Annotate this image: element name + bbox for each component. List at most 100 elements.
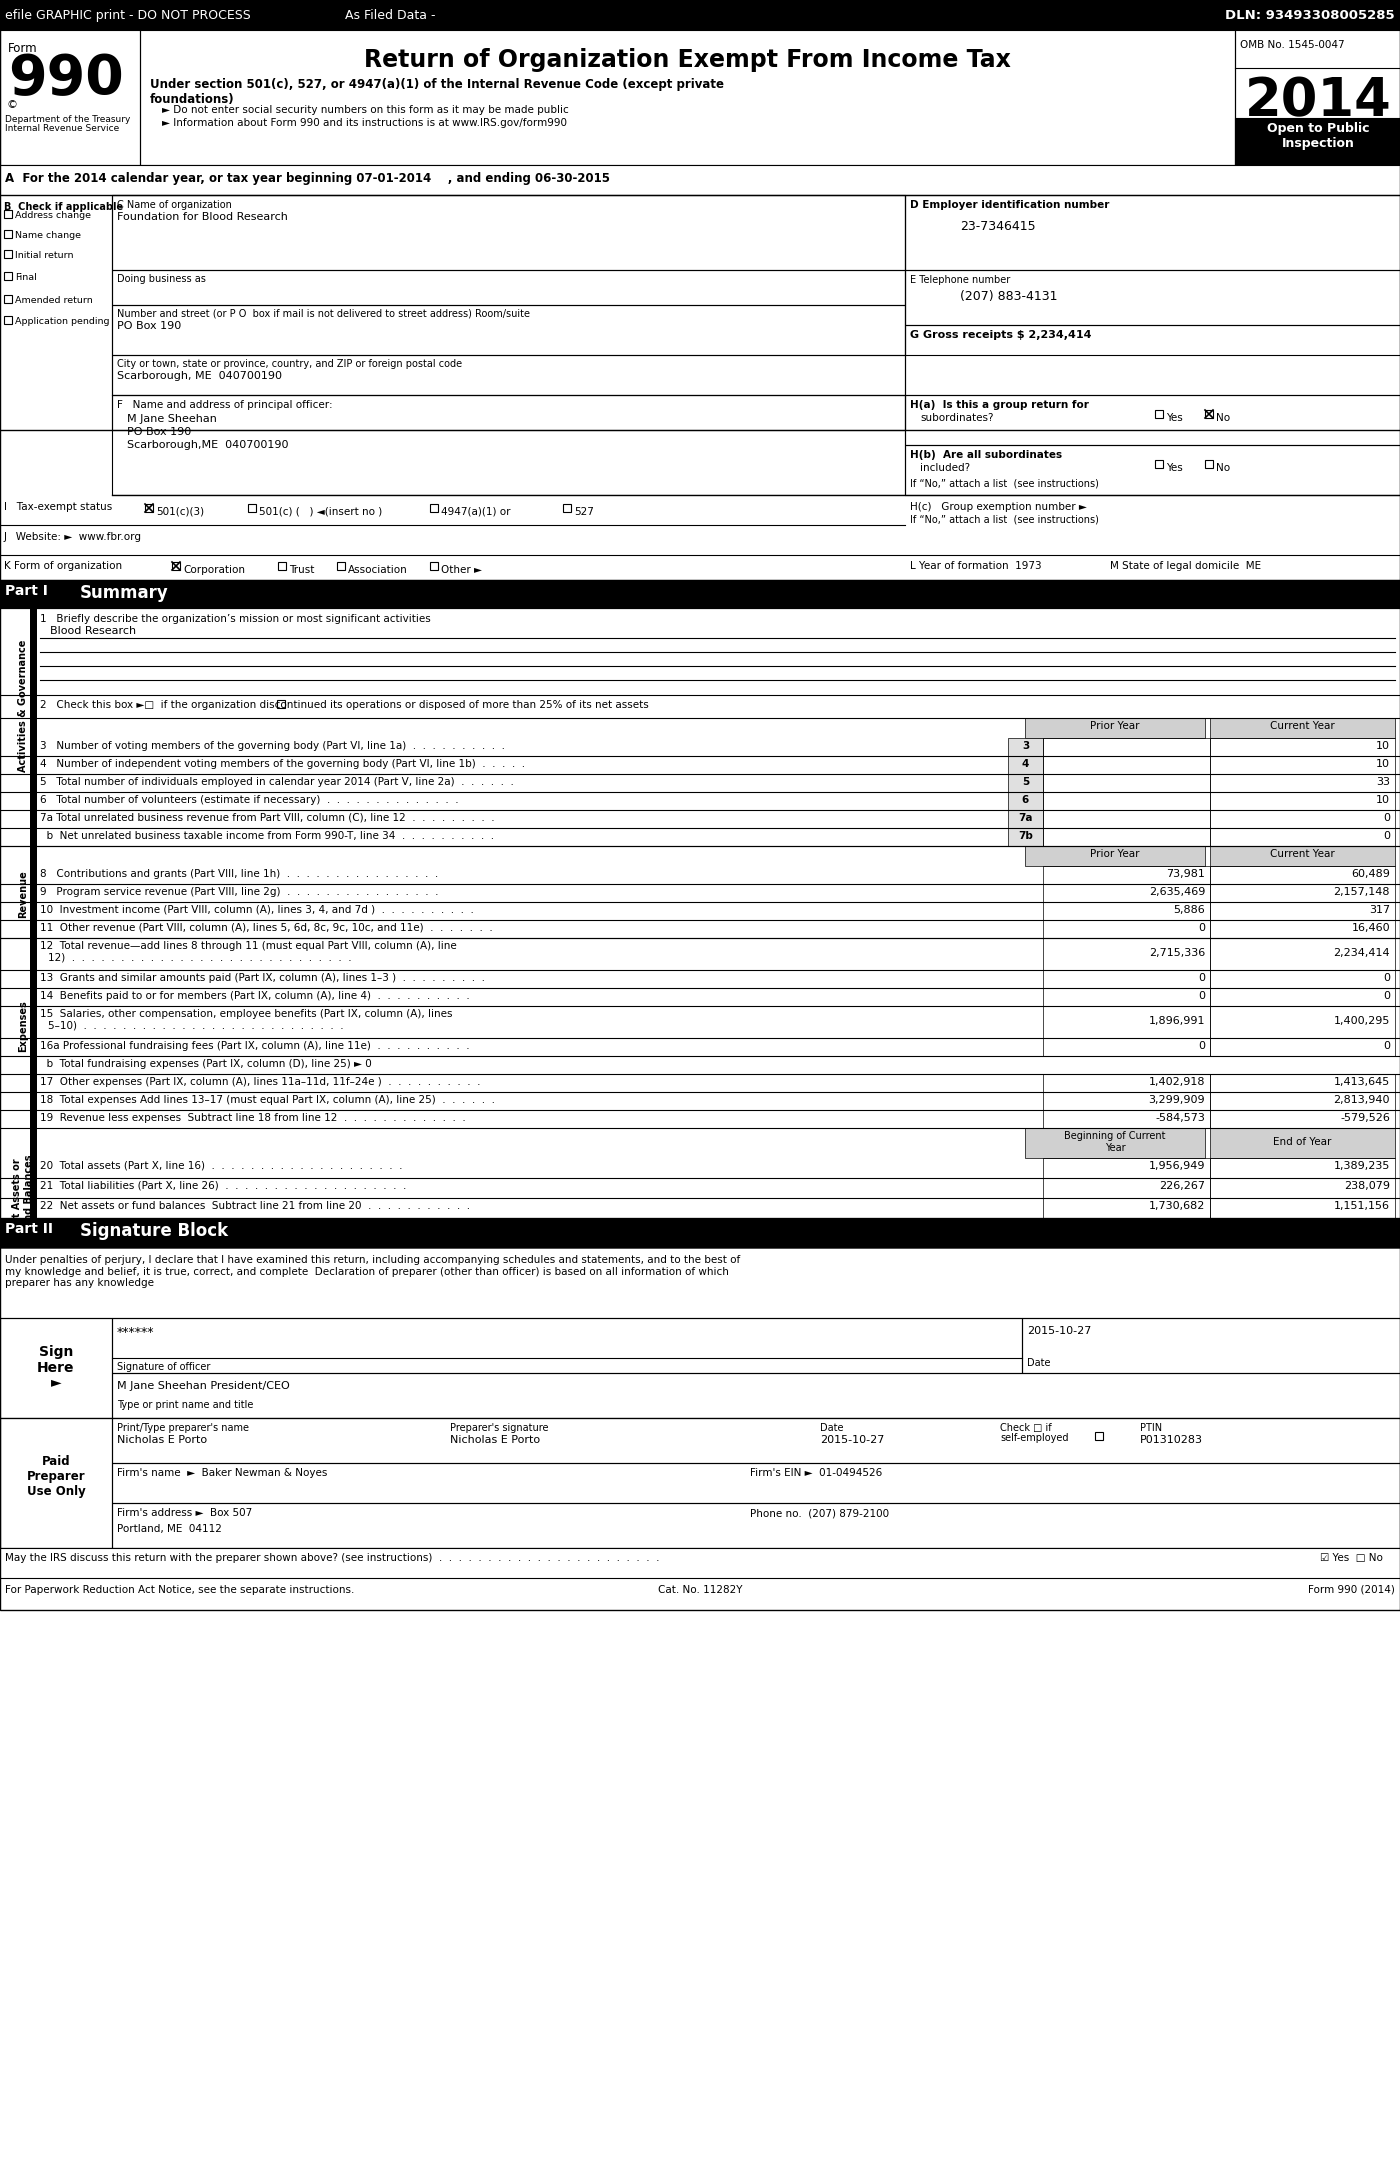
Text: Type or print name and title: Type or print name and title (118, 1400, 253, 1409)
Bar (1043, 988, 1210, 1005)
Bar (1043, 1109, 1210, 1129)
Text: For Paperwork Reduction Act Notice, see the separate instructions.: For Paperwork Reduction Act Notice, see … (6, 1585, 354, 1596)
Text: 5,886: 5,886 (1173, 905, 1205, 914)
Text: 1,402,918: 1,402,918 (1148, 1077, 1205, 1088)
Text: 1,413,645: 1,413,645 (1334, 1077, 1390, 1088)
Text: No: No (1217, 412, 1231, 423)
Bar (1210, 901, 1394, 921)
Bar (1025, 719, 1205, 738)
Text: Print/Type preparer's name: Print/Type preparer's name (118, 1422, 249, 1433)
Bar (1210, 988, 1394, 1005)
Bar (1043, 810, 1210, 827)
Text: 12  Total revenue—add lines 8 through 11 (must equal Part VIII, column (A), line: 12 Total revenue—add lines 8 through 11 … (41, 940, 456, 951)
Text: 2014: 2014 (1245, 76, 1392, 126)
Text: Amended return: Amended return (15, 295, 92, 304)
Bar (248, 504, 256, 512)
Text: 15  Salaries, other compensation, employee benefits (Part IX, column (A), lines: 15 Salaries, other compensation, employe… (41, 1010, 452, 1018)
Bar (1043, 756, 1210, 775)
Text: M State of legal domicile  ME: M State of legal domicile ME (1110, 560, 1261, 571)
Text: Prior Year: Prior Year (1091, 721, 1140, 732)
Text: Beginning of Current
Year: Beginning of Current Year (1064, 1131, 1166, 1153)
Text: 14  Benefits paid to or for members (Part IX, column (A), line 4)  .  .  .  .  .: 14 Benefits paid to or for members (Part… (41, 990, 470, 1001)
Bar (172, 562, 181, 571)
Bar (1210, 938, 1394, 970)
Text: Expenses: Expenses (18, 1001, 28, 1051)
Text: Summary: Summary (80, 584, 169, 601)
Bar (0, 1248, 1400, 1318)
Text: P01310283: P01310283 (1140, 1435, 1203, 1446)
Text: 0: 0 (1198, 923, 1205, 934)
Text: Date: Date (1028, 1359, 1050, 1368)
Bar (1210, 738, 1394, 756)
Text: 1,389,235: 1,389,235 (1334, 1161, 1390, 1170)
Bar (1210, 1005, 1394, 1038)
Text: Department of the Treasury: Department of the Treasury (6, 115, 130, 124)
Text: M Jane Sheehan: M Jane Sheehan (127, 415, 217, 423)
Text: Paid
Preparer
Use Only: Paid Preparer Use Only (27, 1455, 85, 1498)
Text: H(a)  Is this a group return for: H(a) Is this a group return for (910, 399, 1089, 410)
Bar (1043, 866, 1210, 884)
Text: 5–10)  .  .  .  .  .  .  .  .  .  .  .  .  .  .  .  .  .  .  .  .  .  .  .  .  .: 5–10) . . . . . . . . . . . . . . . . . … (48, 1020, 343, 1031)
Bar (1210, 1179, 1394, 1198)
Bar (112, 356, 904, 395)
Text: -584,573: -584,573 (1155, 1114, 1205, 1122)
Text: ► Information about Form 990 and its instructions is at www.IRS.gov/form990: ► Information about Form 990 and its ins… (162, 117, 567, 128)
Bar (1043, 884, 1210, 901)
Text: 19  Revenue less expenses  Subtract line 18 from line 12  .  .  .  .  .  .  .  .: 19 Revenue less expenses Subtract line 1… (41, 1114, 466, 1122)
Text: 23-7346415: 23-7346415 (960, 219, 1036, 232)
Bar (0, 495, 904, 525)
Text: ©: © (7, 100, 18, 111)
Text: ******: ****** (118, 1326, 154, 1340)
Text: 2,635,469: 2,635,469 (1148, 888, 1205, 897)
Bar (1210, 1157, 1394, 1179)
Text: Form 990 (2014): Form 990 (2014) (1308, 1585, 1394, 1596)
Bar (0, 1548, 1400, 1578)
Text: ☑ Yes  □ No: ☑ Yes □ No (1320, 1552, 1383, 1563)
Text: Final: Final (15, 274, 36, 282)
Text: 17  Other expenses (Part IX, column (A), lines 11a–11d, 11f–24e )  .  .  .  .  .: 17 Other expenses (Part IX, column (A), … (41, 1077, 480, 1088)
Bar (279, 562, 286, 571)
Bar (1210, 775, 1394, 792)
Bar (1025, 1129, 1205, 1157)
Text: Return of Organization Exempt From Income Tax: Return of Organization Exempt From Incom… (364, 48, 1011, 72)
Text: 6: 6 (1022, 795, 1029, 805)
Text: 2,813,940: 2,813,940 (1333, 1094, 1390, 1105)
Text: 12)  .  .  .  .  .  .  .  .  .  .  .  .  .  .  .  .  .  .  .  .  .  .  .  .  .  : 12) . . . . . . . . . . . . . . . . . . … (48, 953, 351, 964)
Text: efile GRAPHIC print - DO NOT PROCESS: efile GRAPHIC print - DO NOT PROCESS (6, 9, 251, 22)
Text: Sign
Here: Sign Here (38, 1346, 74, 1374)
Text: 73,981: 73,981 (1166, 868, 1205, 879)
Text: If “No,” attach a list  (see instructions): If “No,” attach a list (see instructions… (910, 478, 1099, 488)
Bar (1210, 1092, 1394, 1109)
Text: C Name of organization: C Name of organization (118, 200, 232, 211)
Bar (0, 580, 1400, 608)
Text: 2   Check this box ►□  if the organization discontinued its operations or dispos: 2 Check this box ►□ if the organization … (41, 699, 648, 710)
Text: PO Box 190: PO Box 190 (127, 428, 192, 436)
Bar (1235, 30, 1400, 165)
Text: ►: ► (50, 1374, 62, 1389)
Text: Yes: Yes (1166, 412, 1183, 423)
Text: 2,234,414: 2,234,414 (1333, 949, 1390, 957)
Text: H(b)  Are all subordinates: H(b) Are all subordinates (910, 449, 1063, 460)
Bar (1043, 1092, 1210, 1109)
Bar (1043, 775, 1210, 792)
Text: 0: 0 (1383, 812, 1390, 823)
Text: Firm's address ►  Box 507: Firm's address ► Box 507 (118, 1509, 252, 1518)
Bar (1008, 756, 1043, 775)
Bar (0, 195, 1400, 430)
Text: (207) 883-4131: (207) 883-4131 (960, 291, 1057, 304)
Bar (112, 1372, 1400, 1418)
Bar (0, 1418, 112, 1548)
Text: 226,267: 226,267 (1159, 1181, 1205, 1192)
Bar (430, 562, 438, 571)
Bar (29, 608, 36, 1218)
Text: 20  Total assets (Part X, line 16)  .  .  .  .  .  .  .  .  .  .  .  .  .  .  . : 20 Total assets (Part X, line 16) . . . … (41, 1161, 403, 1170)
Text: 3,299,909: 3,299,909 (1148, 1094, 1205, 1105)
Bar (0, 1418, 1400, 1548)
Text: -579,526: -579,526 (1340, 1114, 1390, 1122)
Bar (112, 1318, 1022, 1372)
Text: Foundation for Blood Research: Foundation for Blood Research (118, 213, 288, 221)
Text: Under section 501(c), 527, or 4947(a)(1) of the Internal Revenue Code (except pr: Under section 501(c), 527, or 4947(a)(1)… (150, 78, 724, 106)
Text: Under penalties of perjury, I declare that I have examined this return, includin: Under penalties of perjury, I declare th… (6, 1255, 741, 1287)
Bar (1235, 117, 1400, 165)
Bar (4, 250, 13, 258)
